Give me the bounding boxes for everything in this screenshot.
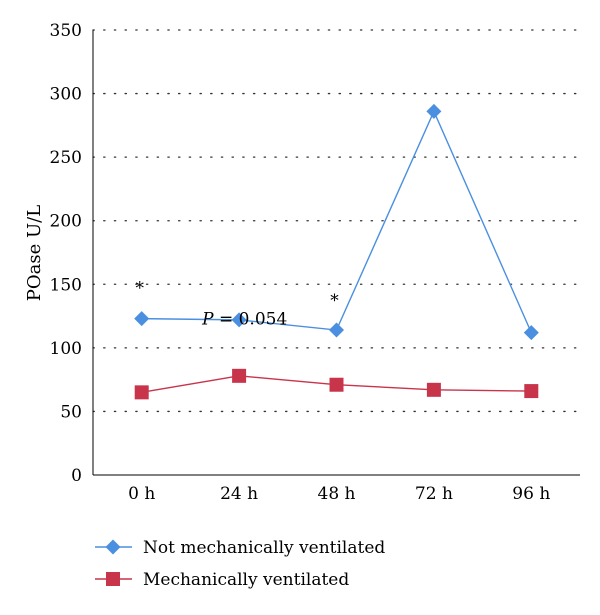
- data-point: [134, 311, 150, 327]
- y-tick-label: 100: [50, 339, 82, 359]
- data-point: [134, 385, 149, 400]
- y-tick-label: 50: [60, 402, 82, 422]
- data-point: [426, 382, 441, 397]
- data-point: [426, 103, 442, 119]
- significance-asterisk: *: [330, 291, 339, 311]
- x-tick-label: 48 h: [318, 484, 356, 504]
- data-point: [231, 312, 247, 328]
- x-tick-label: 24 h: [220, 484, 258, 504]
- data-point: [523, 325, 539, 341]
- legend-marker: [105, 539, 121, 555]
- data-point: [329, 377, 344, 392]
- legend-label: Not mechanically ventilated: [143, 538, 385, 558]
- y-tick-label: 250: [50, 148, 82, 168]
- x-tick-label: 96 h: [512, 484, 550, 504]
- y-tick-label: 150: [50, 275, 82, 295]
- plot-frame: [92, 30, 580, 476]
- legend-label: Mechanically ventilated: [143, 570, 349, 590]
- legend-item: Mechanically ventilated: [95, 570, 349, 590]
- x-tick-label: 72 h: [415, 484, 453, 504]
- y-axis-title: POase U/L: [24, 205, 45, 301]
- data-point: [232, 368, 247, 383]
- series-lines: [134, 103, 539, 400]
- y-tick-label: 0: [71, 466, 82, 486]
- y-tick-label: 200: [50, 212, 82, 232]
- p-value-annotation: P = 0.054: [201, 310, 287, 330]
- y-tick-labels: 0 50 100 150 200 250 300 350: [50, 21, 82, 486]
- significance-asterisk: *: [135, 278, 144, 298]
- gridlines: [92, 29, 581, 413]
- x-tick-labels: 0 h 24 h 48 h 72 h 96 h: [128, 484, 550, 504]
- annotations: * * P = 0.054: [135, 278, 339, 329]
- y-tick-label: 300: [50, 85, 82, 105]
- data-point: [524, 384, 539, 399]
- series: [134, 368, 539, 400]
- y-tick-label: 350: [50, 21, 82, 41]
- legend-marker: [106, 572, 120, 586]
- legend: Not mechanically ventilated Mechanically …: [95, 538, 385, 590]
- legend-item: Not mechanically ventilated: [95, 538, 385, 558]
- series: [134, 103, 539, 341]
- x-tick-label: 0 h: [128, 484, 155, 504]
- data-point: [329, 322, 344, 338]
